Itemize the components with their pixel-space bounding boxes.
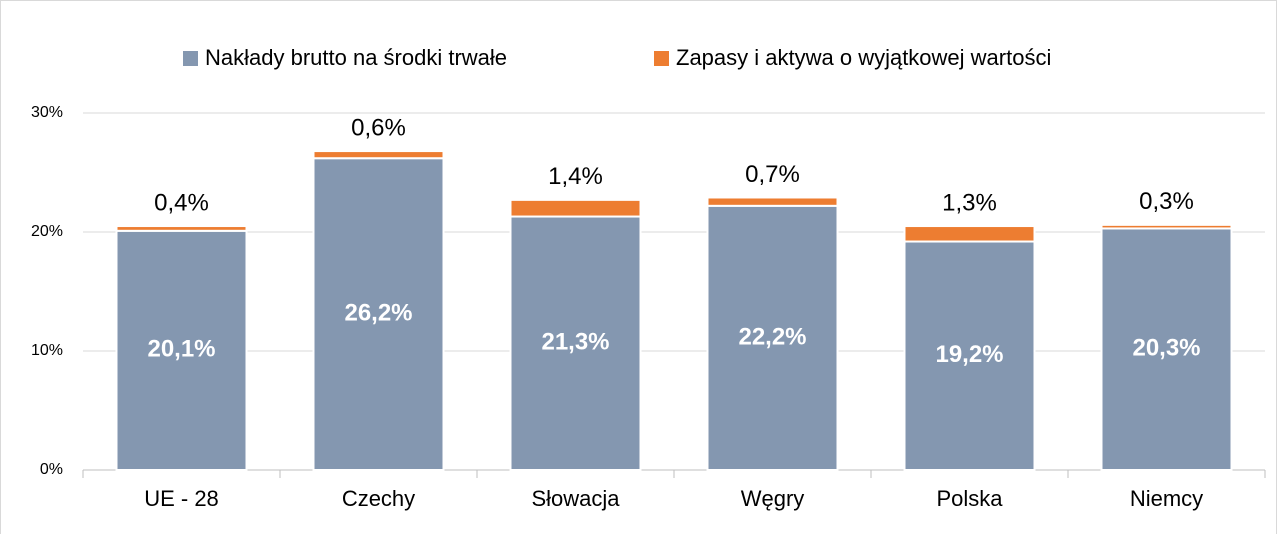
value-label: 1,3%	[942, 189, 997, 216]
legend-label: Zapasy i aktywa o wyjątkowej wartości	[676, 45, 1051, 70]
x-tick-label: Polska	[936, 486, 1003, 511]
y-tick-label: 0%	[40, 461, 63, 478]
value-label: 19,2%	[935, 341, 1003, 368]
value-label: 0,4%	[154, 189, 209, 216]
y-tick-label: 30%	[31, 104, 63, 121]
value-label: 20,1%	[147, 336, 215, 363]
legend-label: Nakłady brutto na środki trwałe	[205, 45, 507, 70]
bar-segment	[509, 198, 642, 218]
bar-segment	[509, 215, 642, 471]
value-label: 1,4%	[548, 163, 603, 190]
x-tick-label: Niemcy	[1130, 486, 1203, 511]
x-tick-label: Czechy	[342, 486, 415, 511]
bar-segment	[115, 225, 248, 232]
bar-segment	[706, 196, 839, 207]
value-label: 0,6%	[351, 114, 406, 141]
legend-swatch	[183, 51, 198, 66]
y-tick-label: 20%	[31, 223, 63, 240]
value-label: 0,3%	[1139, 188, 1194, 215]
x-tick-label: Słowacja	[531, 486, 620, 511]
value-label: 20,3%	[1132, 335, 1200, 362]
x-tick-label: Węgry	[741, 486, 805, 511]
bar-segment	[312, 150, 445, 160]
bar-segment	[903, 240, 1036, 471]
bar-segment	[903, 225, 1036, 243]
value-label: 26,2%	[344, 299, 412, 326]
bar-segment	[706, 204, 839, 471]
bar-segment	[1100, 223, 1233, 230]
y-tick-label: 10%	[31, 342, 63, 359]
value-label: 22,2%	[738, 323, 806, 350]
value-label: 21,3%	[541, 329, 609, 356]
bar-segment	[1100, 227, 1233, 471]
bar-segment	[312, 157, 445, 471]
x-tick-label: UE - 28	[144, 486, 219, 511]
value-label: 0,7%	[745, 161, 800, 188]
legend-swatch	[654, 51, 669, 66]
bar-segment	[115, 229, 248, 471]
